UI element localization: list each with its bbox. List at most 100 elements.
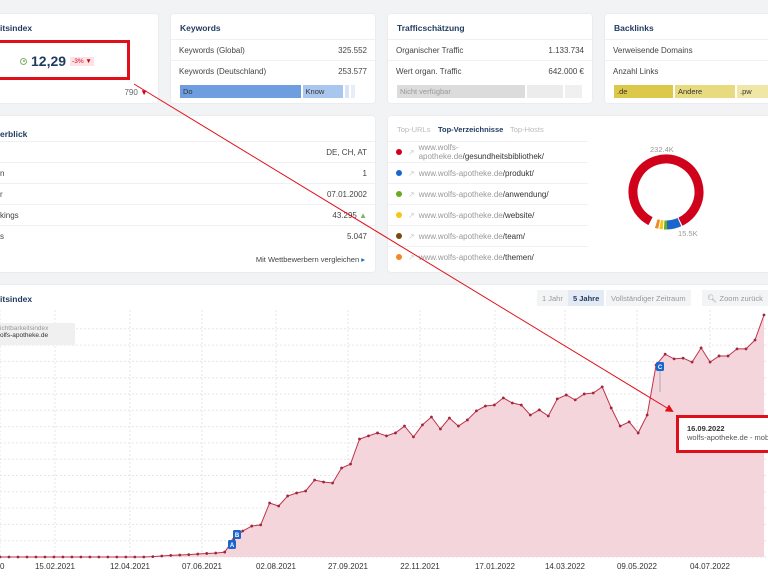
data-point [331,481,334,485]
directory-item[interactable]: ↗ www.wolfs-apotheke.de/team/ [388,225,588,246]
data-point [304,489,307,493]
data-point [636,431,640,435]
data-point [376,431,379,435]
donut-slice [628,154,704,230]
directory-item[interactable]: ↗ www.wolfs-apotheke.de/produkt/ [388,162,588,183]
data-point [97,555,101,559]
data-point [582,392,586,396]
donut-slice [628,154,704,230]
data-point [726,354,730,358]
data-point [474,409,478,413]
donut-chart [628,154,704,230]
data-point [618,424,622,428]
range-1-jahr[interactable]: 1 Jahr [537,290,568,306]
directory-item[interactable]: ↗ www.wolfs-apotheke.de/gesundheitsbiblio… [388,141,588,162]
data-point [735,347,739,351]
chart-tooltip: 16.09.2022 wolfs-apotheke.de - mob [676,415,768,453]
range-5-jahre[interactable]: 5 Jahre [568,290,605,306]
tab-top-urls[interactable]: Top-URLs [397,125,431,134]
color-dot [396,233,402,239]
external-link-icon[interactable]: ↗ [408,210,415,220]
external-link-icon[interactable]: ↗ [408,252,415,262]
external-link-icon[interactable]: ↗ [408,189,415,199]
data-point [555,397,559,401]
data-point [88,555,92,559]
area-fill [0,315,764,557]
data-point [394,431,397,435]
directory-item[interactable]: ↗ www.wolfs-apotheke.de/website/ [388,204,588,225]
data-point [16,555,20,559]
card-title: itsindex [0,294,33,304]
donut-slice [628,154,704,230]
data-point [0,555,2,559]
backlinks-card: Backlinks Verweisende Domains Anzahl Lin… [605,14,768,103]
x-tick-label: 09.05.2022 [617,562,658,571]
data-point [708,360,712,364]
tab-top-verzeichnisse[interactable]: Top-Verzeichnisse [438,125,504,134]
data-point [349,462,352,466]
tab-top-hosts[interactable]: Top-Hosts [510,125,544,134]
x-tick-label: 12.04.2021 [110,562,151,571]
highlight-box [0,40,130,80]
data-point [672,357,676,361]
overview-row: DE, CH, AT [0,141,375,162]
data-point [34,555,38,559]
data-point [699,346,703,350]
data-point [295,491,299,495]
compare-competitors-link[interactable]: Mit Wettbewerbern vergleichen ▸ [255,255,365,264]
data-point [744,347,748,351]
directory-item[interactable]: ↗ www.wolfs-apotheke.de/themen/ [388,246,588,267]
data-point [600,385,604,389]
data-point [483,404,487,408]
keywords-row: Keywords (Global) 325.552 [171,39,375,60]
target-icon [20,57,27,65]
data-point [313,478,316,482]
backlinks-row: Verweisende Domains [605,39,768,60]
data-point [762,313,766,317]
range-full[interactable]: Vollständiger Zeitraum [606,290,691,306]
score-value: 12,29 [31,53,67,69]
overview-row: kings 43.295 ▲ [0,204,375,225]
data-point [421,423,424,427]
data-point [133,555,137,559]
data-point [403,424,406,428]
overview-row: s 5.047 [0,225,375,246]
data-point [501,396,505,400]
data-point [250,524,254,528]
x-tick-label: 15.02.2021 [35,562,76,571]
data-point [268,501,272,505]
traffic-card: Trafficschätzung Organischer Traffic 1.13… [388,14,592,103]
tld-bar: .de Andere .pw [614,85,768,98]
external-link-icon[interactable]: ↗ [407,147,415,157]
event-marker-label: B [235,533,240,539]
data-point [7,555,11,559]
data-point [528,413,532,417]
score: 12,29 -3% ▼ [20,53,94,69]
color-dot [396,170,402,176]
color-dot [396,212,402,218]
data-point [70,555,74,559]
external-link-icon[interactable]: ↗ [408,231,415,241]
x-tick-label: 27.09.2021 [328,562,369,571]
x-tick-label: 07.06.2021 [182,562,223,571]
data-point [564,393,568,397]
traffic-row: Organischer Traffic 1.133.734 [388,39,592,60]
data-point [519,403,523,407]
footer-value: 790 ▼ [124,88,148,97]
traffic-row: Wert organ. Traffic 642.000 € [388,60,592,81]
data-point [645,413,649,417]
data-point [358,437,361,441]
data-point [340,466,343,470]
data-point [322,480,325,484]
directory-item[interactable]: ↗ www.wolfs-apotheke.de/anwendung/ [388,183,588,204]
overview-card: erblick DE, CH, AT n 1 r 07.01.2002 kings 43.2… [0,116,375,272]
external-link-icon[interactable]: ↗ [408,168,415,178]
data-point [196,552,200,556]
data-point [151,555,155,559]
traffic-bar: Nicht verfügbar [397,85,582,98]
data-point [124,555,128,559]
change-badge: -3% ▼ [70,56,94,66]
card-title: Backlinks [614,23,654,33]
data-point [717,354,721,358]
zoom-back-button[interactable]: 🔍︎ Zoom zurück [702,290,768,306]
